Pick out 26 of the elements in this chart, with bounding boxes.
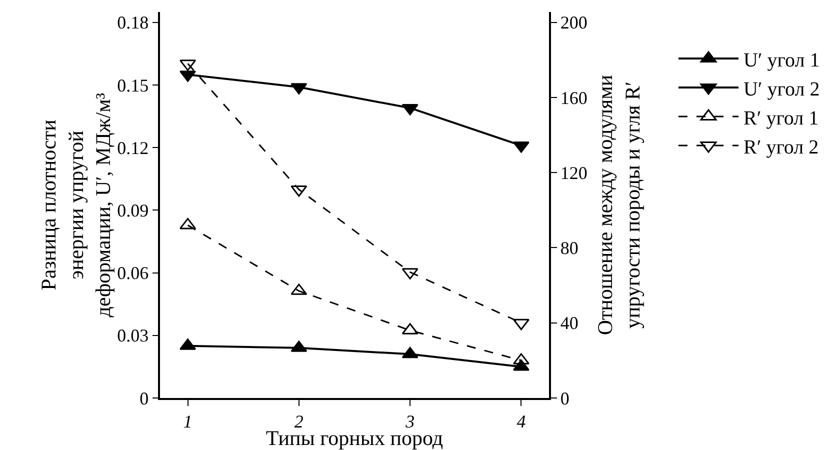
x-tick-label: 1	[183, 411, 192, 432]
point	[402, 346, 418, 358]
y-tick-label: 0.18	[117, 12, 149, 33]
y-tick-label: 0.15	[117, 75, 149, 96]
y-tick-label: 0.12	[117, 138, 149, 158]
y2-tick-label: 40	[560, 313, 578, 334]
y2-tick-label: 200	[560, 12, 588, 33]
legend-label: R′ угол 1	[743, 107, 819, 130]
x-tick-label: 4	[516, 411, 526, 432]
y2-tick-label: 80	[560, 238, 578, 258]
y-tick-label: 0.09	[117, 200, 149, 221]
point	[180, 218, 196, 230]
legend-label: U′ угол 1	[743, 49, 820, 72]
y-tick-label: 0.06	[117, 263, 149, 284]
y2-axis-title: Отношение между модулями упругости породы и угля R′	[593, 74, 644, 336]
x-tick-label: 2	[294, 411, 304, 432]
legend-label: R′ угол 2	[743, 136, 819, 158]
y-tick-label: 0.03	[117, 326, 149, 346]
legend-label: U′ угол 2	[743, 78, 820, 100]
x-tick-label: 3	[404, 411, 415, 432]
y2-tick-label: 0	[560, 388, 570, 408]
y2-tick-label: 120	[560, 162, 588, 183]
point	[402, 104, 418, 116]
y-axis-title: Разница плотности энергии упругой деформации, U′, МДж/м³	[36, 92, 116, 318]
y-tick-label: 0	[140, 388, 149, 408]
y2-tick-label: 160	[560, 88, 588, 108]
